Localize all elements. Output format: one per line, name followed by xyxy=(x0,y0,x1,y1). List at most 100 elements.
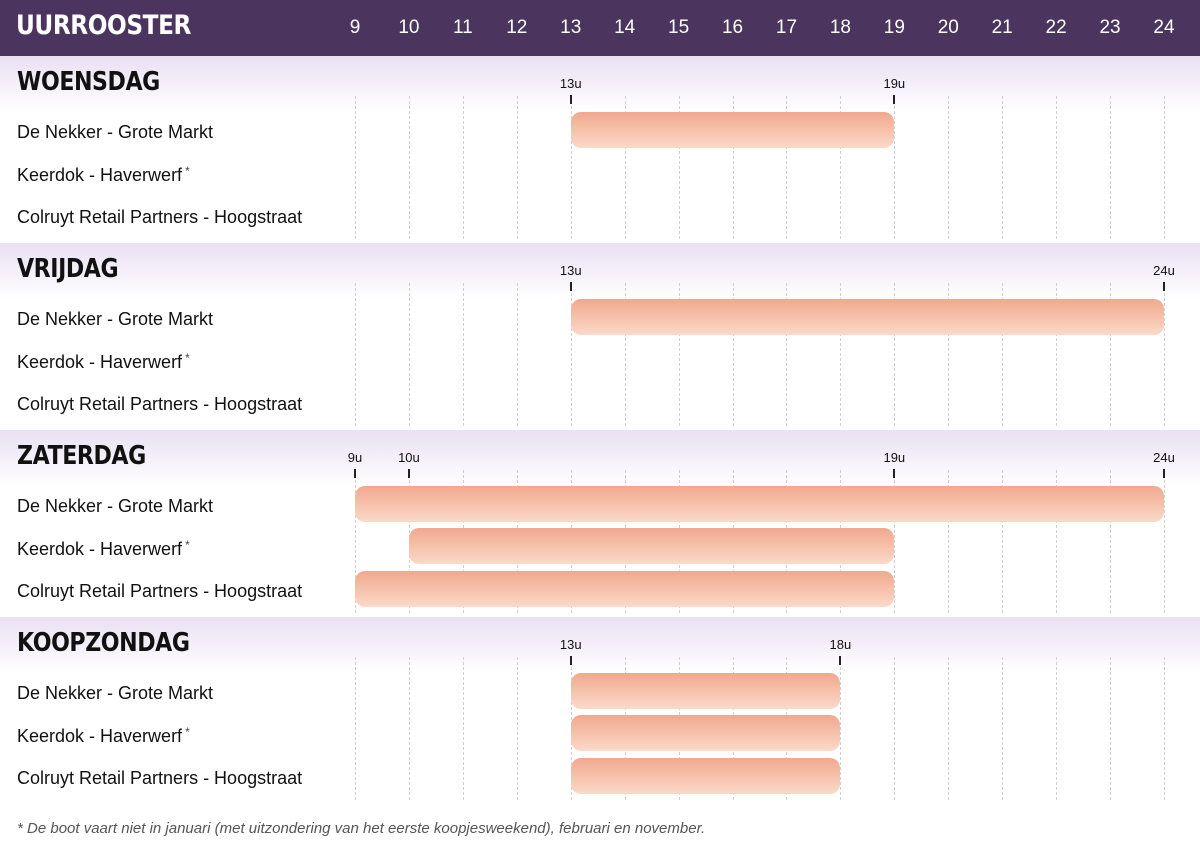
hour-label-15: 15 xyxy=(668,17,690,38)
schedule-bar xyxy=(570,758,841,794)
gridline xyxy=(355,470,356,613)
hour-label-20: 20 xyxy=(937,17,959,38)
row-label: Colruyt Retail Partners - Hoogstraat xyxy=(17,581,302,602)
schedule-bar xyxy=(355,486,1164,522)
row-label: De Nekker - Grote Markt xyxy=(17,309,213,330)
hour-label-10: 10 xyxy=(398,17,420,38)
gridline xyxy=(786,96,787,239)
gridline xyxy=(463,657,464,800)
hour-label-21: 21 xyxy=(991,17,1013,38)
gridline xyxy=(1056,96,1057,239)
schedule-bar xyxy=(570,673,841,709)
gridline xyxy=(355,96,356,239)
tick-line xyxy=(354,469,356,478)
footnote-mark: * xyxy=(185,538,190,552)
day-title: VRIJDAG xyxy=(17,254,119,284)
gridline xyxy=(625,283,626,426)
gridline xyxy=(517,283,518,426)
gridline xyxy=(355,657,356,800)
tick-label: 24u xyxy=(1153,450,1175,465)
gridline xyxy=(1056,657,1057,800)
hour-label-9: 9 xyxy=(349,17,361,38)
row-label: Colruyt Retail Partners - Hoogstraat xyxy=(17,768,302,789)
hour-label-13: 13 xyxy=(560,17,582,38)
gridline xyxy=(1164,96,1165,239)
tick-line xyxy=(569,95,572,104)
gridline xyxy=(894,470,895,613)
gridline xyxy=(679,283,680,426)
gridline xyxy=(517,96,518,239)
gridline xyxy=(1002,283,1003,426)
day-title: ZATERDAG xyxy=(17,441,146,471)
tick-line xyxy=(839,656,842,665)
day-title: WOENSDAG xyxy=(17,67,160,97)
gridline xyxy=(840,96,841,239)
gridline xyxy=(1002,96,1003,239)
footnote-mark: * xyxy=(185,351,190,365)
chart-title: UURROOSTER xyxy=(16,10,191,41)
row-label-text: Colruyt Retail Partners - Hoogstraat xyxy=(17,768,303,788)
tick-label: 13u xyxy=(559,637,582,652)
tick-label: 19u xyxy=(883,450,906,465)
gridline xyxy=(1110,96,1111,239)
hour-label-24: 24 xyxy=(1153,17,1175,38)
day-band-woensdag: WOENSDAG xyxy=(0,56,1200,112)
hour-label-11: 11 xyxy=(452,17,473,38)
row-label: De Nekker - Grote Markt xyxy=(17,496,213,517)
gridline xyxy=(894,657,895,800)
gridline xyxy=(1056,283,1057,426)
tick-label: 18u xyxy=(829,637,852,652)
hour-label-23: 23 xyxy=(1099,17,1121,38)
row-label: De Nekker - Grote Markt xyxy=(17,122,213,143)
tick-label: 24u xyxy=(1153,263,1175,278)
hour-label-12: 12 xyxy=(506,17,528,38)
gridline xyxy=(409,283,410,426)
day-title: KOOPZONDAG xyxy=(17,628,190,658)
gridline xyxy=(1110,470,1111,613)
gridline xyxy=(894,283,895,426)
day-band-vrijdag: VRIJDAG xyxy=(0,243,1200,299)
tick-label: 13u xyxy=(559,263,582,278)
gridline xyxy=(679,96,680,239)
gridline xyxy=(355,283,356,426)
gridline xyxy=(1110,657,1111,800)
tick-label: 19u xyxy=(883,76,906,91)
row-label: Colruyt Retail Partners - Hoogstraat xyxy=(17,207,302,228)
row-label-text: Colruyt Retail Partners - Hoogstraat xyxy=(17,207,303,227)
hour-label-16: 16 xyxy=(721,17,744,38)
row-label-text: Keerdok - Haverwerf xyxy=(17,726,183,746)
row-label: De Nekker - Grote Markt xyxy=(17,683,213,704)
schedule-bar xyxy=(408,528,895,564)
row-label-text: Keerdok - Haverwerf xyxy=(17,352,183,372)
tick-line xyxy=(569,282,572,291)
row-label-text: De Nekker - Grote Markt xyxy=(17,309,214,329)
gridline xyxy=(733,283,734,426)
gridline xyxy=(733,96,734,239)
gridline xyxy=(1110,283,1111,426)
gridline xyxy=(463,96,464,239)
hour-label-18: 18 xyxy=(829,17,851,38)
gridline xyxy=(948,657,949,800)
tick-line xyxy=(893,95,896,104)
footnote-mark: * xyxy=(185,725,190,739)
gridline xyxy=(571,96,572,239)
footnote-mark: * xyxy=(185,164,190,178)
schedule-bar xyxy=(570,112,895,148)
gridline xyxy=(409,96,410,239)
row-label: Keerdok - Haverwerf * xyxy=(17,538,190,560)
gridline xyxy=(786,283,787,426)
row-label: Colruyt Retail Partners - Hoogstraat xyxy=(17,394,302,415)
schedule-bar xyxy=(570,715,841,751)
gridline xyxy=(409,657,410,800)
day-band-koopzondag: KOOPZONDAG xyxy=(0,617,1200,673)
gridline xyxy=(948,96,949,239)
tick-line xyxy=(1163,469,1165,478)
hour-label-17: 17 xyxy=(775,17,798,38)
tick-line xyxy=(893,469,896,478)
footnote: * De boot vaart niet in januari (met uit… xyxy=(17,820,706,837)
day-band-zaterdag: ZATERDAG xyxy=(0,430,1200,486)
gridline xyxy=(571,283,572,426)
gridline xyxy=(625,96,626,239)
row-label-text: Keerdok - Haverwerf xyxy=(17,165,183,185)
gridline xyxy=(463,283,464,426)
